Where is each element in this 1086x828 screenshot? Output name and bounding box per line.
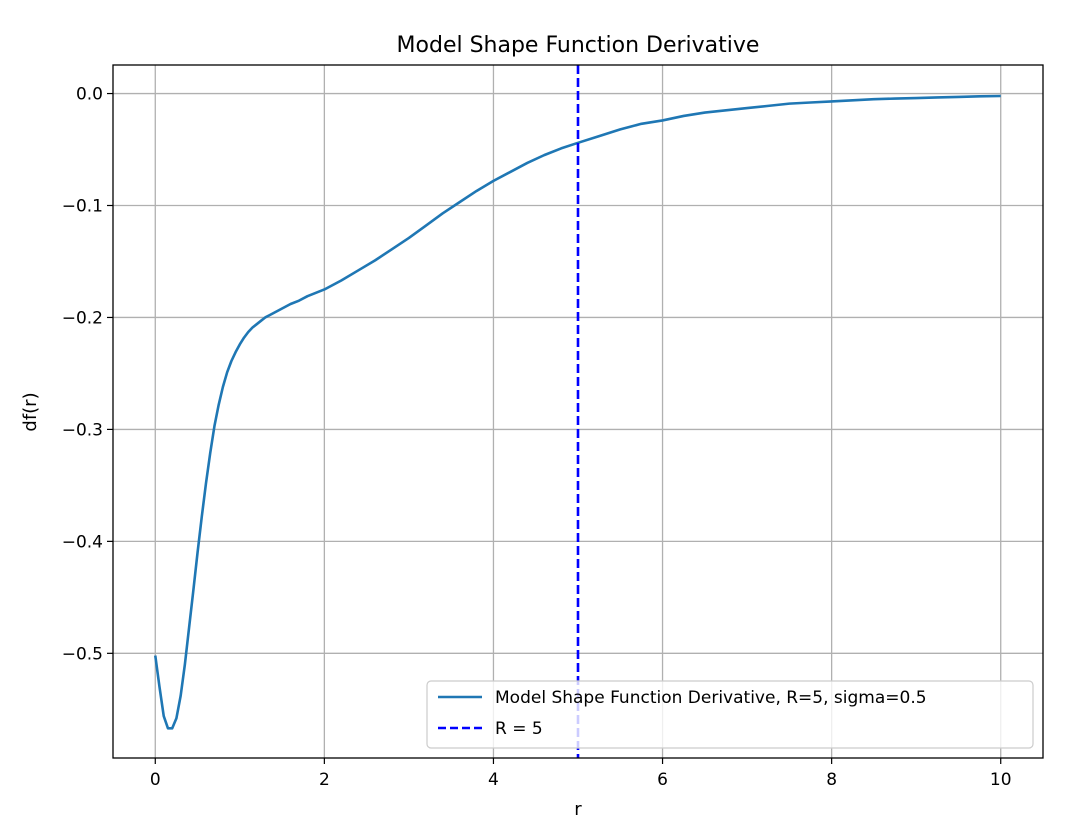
y-tick-label: −0.5 [62, 644, 103, 664]
x-tick-label: 4 [488, 770, 499, 790]
legend-box [426, 680, 1034, 749]
x-tick-label: 2 [319, 770, 330, 790]
x-tick-label: 10 [990, 770, 1012, 790]
x-tick-label: 0 [150, 770, 161, 790]
y-tick-label: −0.1 [62, 197, 103, 217]
x-axis-label: r [574, 799, 582, 820]
axis-ticks: 0 2 4 6 8 10 0.0 −0.1 −0.2 −0.3 −0.4 −0.5 [62, 85, 1012, 790]
series-line-curve [153, 94, 1001, 730]
x-tick-label: 6 [657, 770, 668, 790]
chart-title: Model Shape Function Derivative [397, 33, 760, 58]
y-tick-label: −0.2 [62, 308, 103, 328]
legend-label-curve: Model Shape Function Derivative, R=5, si… [495, 688, 927, 708]
y-axis-label: df(r) [20, 392, 41, 431]
plot-frame [112, 64, 1044, 759]
y-tick-label: −0.3 [62, 420, 103, 440]
plot-area [153, 65, 1001, 758]
x-tick-label: 8 [826, 770, 837, 790]
y-tick-label: −0.4 [62, 532, 103, 552]
y-tick-label: 0.0 [76, 85, 103, 105]
legend: Model Shape Function Derivative, R=5, si… [426, 680, 1034, 749]
legend-label-vline: R = 5 [495, 719, 543, 739]
